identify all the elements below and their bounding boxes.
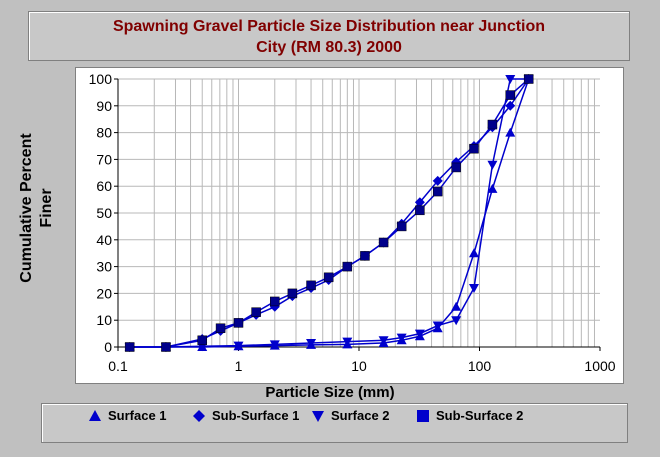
x-tick-label: 0.1 (108, 358, 128, 374)
data-point-sub-surface-2 (487, 119, 498, 130)
data-point-sub-surface-2 (215, 323, 226, 333)
y-axis-label-line-1: Cumulative Percent (18, 133, 35, 283)
data-point-sub-surface-2 (505, 90, 516, 100)
data-point-surface-1 (451, 301, 462, 311)
y-axis-label: Cumulative Percent Finer (2, 123, 72, 293)
legend-label: Surface 2 (331, 408, 390, 423)
data-point-sub-surface-2 (342, 261, 353, 272)
data-point-surface-2 (342, 337, 353, 347)
data-point-sub-surface-2 (306, 280, 316, 291)
data-point-sub-surface-1 (432, 175, 443, 186)
y-axis-label-line-2: Finer (38, 188, 55, 228)
plot-area (75, 67, 624, 384)
data-point-sub-surface-2 (323, 272, 334, 283)
data-point-sub-surface-1 (505, 100, 516, 111)
y-tick-label: 0 (104, 339, 112, 355)
y-tick-label: 70 (96, 151, 112, 167)
x-tick-label: 10 (351, 358, 367, 374)
y-tick-label: 90 (96, 98, 112, 114)
data-point-surface-1 (505, 127, 516, 137)
x-tick-label: 1000 (584, 358, 615, 374)
data-point-surface-1 (468, 248, 479, 258)
data-point-sub-surface-2 (523, 74, 534, 84)
y-tick-label: 100 (89, 71, 113, 87)
y-tick-label: 60 (96, 178, 112, 194)
data-point-surface-2 (432, 321, 443, 331)
x-tick-label: 1 (235, 358, 243, 374)
legend-label: Surface 1 (108, 408, 167, 423)
data-point-sub-surface-2 (270, 296, 280, 307)
data-point-sub-surface-2 (197, 335, 207, 346)
data-point-sub-surface-2 (233, 318, 244, 328)
diamond-icon (193, 410, 205, 422)
y-tick-label: 50 (96, 205, 112, 221)
legend: Surface 1 Sub-Surface 1 Surface 2 Sub-Su… (41, 403, 628, 443)
chart-title-line-2: City (RM 80.3) 2000 (256, 39, 402, 56)
legend-item-surface-1: Surface 1 (88, 408, 203, 423)
chart-title-line-1: Spawning Gravel Particle Size Distributi… (112, 18, 546, 35)
data-point-surface-2 (306, 338, 317, 348)
y-tick-label: 10 (96, 312, 112, 328)
data-point-sub-surface-2 (396, 221, 407, 232)
data-point-surface-2 (414, 329, 425, 339)
y-tick-label: 40 (96, 232, 112, 248)
triangle-down-icon (312, 411, 324, 422)
data-point-surface-2 (468, 284, 479, 294)
legend-item-surface-2: Surface 2 (311, 408, 426, 423)
data-point-sub-surface-2 (360, 251, 370, 261)
data-point-sub-surface-2 (251, 307, 261, 317)
data-point-surface-2 (396, 333, 407, 343)
data-point-surface-2 (451, 316, 462, 326)
data-point-surface-1 (487, 183, 498, 193)
data-point-sub-surface-2 (124, 342, 135, 352)
legend-label: Sub-Surface 1 (212, 408, 300, 423)
x-tick-label: 100 (468, 358, 492, 374)
data-point-sub-surface-2 (378, 237, 389, 248)
y-tick-label: 30 (96, 259, 112, 275)
y-tick-label: 20 (96, 285, 112, 301)
data-point-sub-surface-2 (469, 143, 479, 154)
x-axis-label: Particle Size (mm) (265, 384, 395, 401)
data-point-surface-2 (378, 336, 389, 346)
data-point-sub-surface-2 (161, 342, 171, 352)
legend-item-sub-surface-1: Sub-Surface 1 (192, 408, 307, 423)
data-point-sub-surface-2 (432, 186, 443, 197)
data-point-surface-2 (269, 340, 280, 350)
data-point-surface-2 (487, 160, 498, 170)
legend-item-sub-surface-2: Sub-Surface 2 (416, 408, 531, 423)
data-point-sub-surface-2 (451, 162, 461, 173)
data-point-sub-surface-2 (287, 288, 298, 299)
data-point-sub-surface-2 (415, 205, 425, 216)
series-line-surface-2 (129, 78, 529, 348)
data-point-surface-2 (233, 341, 244, 351)
triangle-up-icon (89, 410, 101, 421)
data-point-surface-2 (505, 75, 516, 84)
chart-canvas: 0 10 20 30 40 50 60 70 80 90 100 0.1 1 10 100 1000 (89, 71, 616, 374)
y-tick-label: 80 (96, 125, 112, 141)
legend-label: Sub-Surface 2 (436, 408, 524, 423)
data-point-sub-surface-1 (414, 197, 425, 208)
square-icon (417, 410, 429, 422)
chart-title: Spawning Gravel Particle Size Distributi… (28, 11, 630, 61)
